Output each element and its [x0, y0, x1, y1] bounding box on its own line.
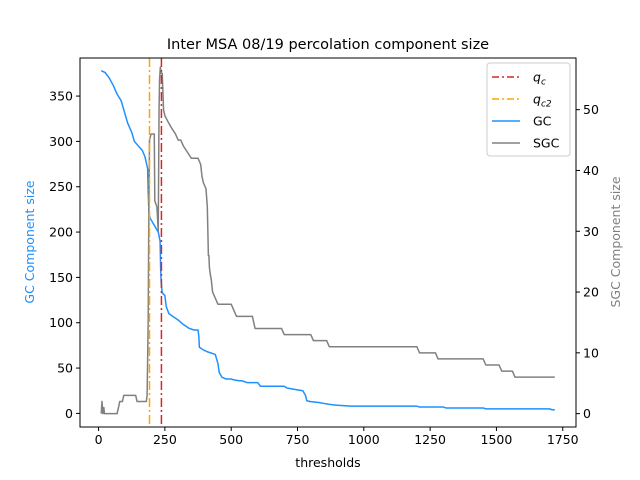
x-axis-label: thresholds [295, 455, 360, 470]
y-left-tick-label: 300 [49, 134, 73, 149]
y-left-tick-label: 150 [49, 270, 73, 285]
legend-label-qc2: qc2 [533, 92, 552, 110]
y-left-tick-label: 100 [49, 315, 73, 330]
series-line-sgc [100, 66, 555, 415]
y-right-tick-label: 10 [583, 345, 599, 360]
y-axis-left: 0 50 100 150 200 250 300 350 [49, 89, 80, 421]
plot-area [100, 58, 555, 427]
y-left-tick-label: 0 [65, 406, 73, 421]
y-right-tick-label: 20 [583, 285, 599, 300]
x-tick-label: 750 [286, 432, 310, 447]
y-axis-left-label: GC Component size [22, 180, 37, 303]
x-tick-label: 1000 [348, 432, 380, 447]
legend-box [486, 62, 571, 157]
x-tick-label: 0 [95, 432, 103, 447]
legend-label-sgc: SGC [533, 136, 560, 151]
y-right-tick-label: 30 [583, 224, 599, 239]
y-right-tick-label: 0 [583, 406, 591, 421]
chart-title: Inter MSA 08/19 percolation component si… [167, 37, 489, 53]
legend-label-gc: GC [533, 114, 552, 129]
legend: qc qc2 GC SGC [486, 62, 571, 157]
x-axis: 0 250 500 750 1000 1250 1500 1750 [95, 427, 579, 447]
y-left-tick-label: 200 [49, 225, 73, 240]
series-line-gc [100, 70, 555, 411]
legend-label-qc: qc [533, 70, 546, 88]
x-tick-label: 500 [219, 432, 243, 447]
y-left-tick-label: 250 [49, 179, 73, 194]
x-tick-label: 1500 [481, 432, 513, 447]
y-left-tick-label: 50 [57, 361, 73, 376]
x-tick-label: 250 [153, 432, 177, 447]
y-axis-right-label: SGC Component size [608, 176, 623, 307]
x-tick-label: 1250 [414, 432, 446, 447]
x-tick-label: 1750 [547, 432, 579, 447]
y-right-tick-label: 40 [583, 163, 599, 178]
y-left-tick-label: 350 [49, 89, 73, 104]
plot-frame [79, 57, 577, 428]
y-axis-right: 0 10 20 30 40 50 [576, 102, 599, 421]
y-right-tick-label: 50 [583, 102, 599, 117]
